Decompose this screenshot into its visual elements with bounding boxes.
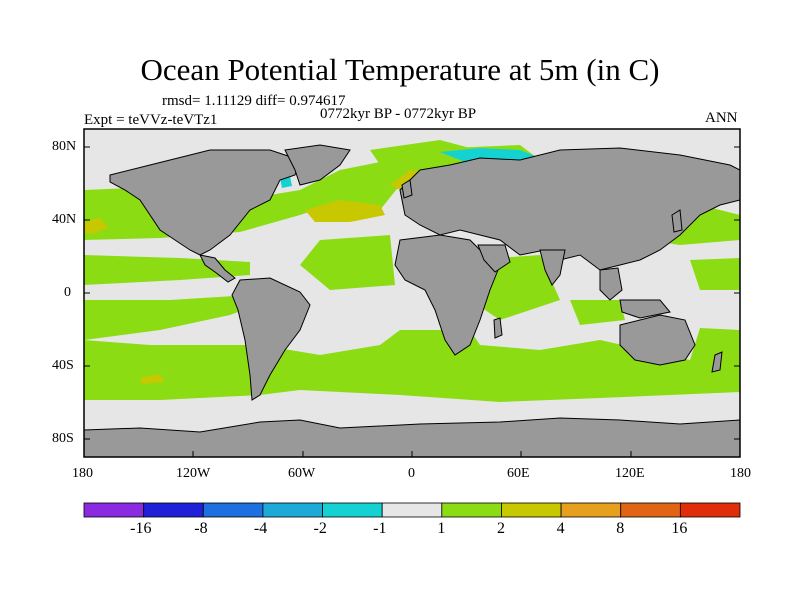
colorbar-label: -4 xyxy=(253,520,268,537)
season-label: ANN xyxy=(705,110,738,126)
stats-label: rmsd= 1.11129 diff= 0.974617 xyxy=(162,93,346,109)
plot-title: Ocean Potential Temperature at 5m (in C) xyxy=(140,52,660,87)
lon-label: 60W xyxy=(288,466,316,481)
lat-label: 40N xyxy=(52,212,77,227)
continents xyxy=(84,144,740,457)
lat-label: 40S xyxy=(52,358,74,373)
lat-label: 80N xyxy=(52,139,77,154)
colorbar-label: 2 xyxy=(496,520,505,537)
lat-label: 0 xyxy=(64,285,71,300)
lon-label: 120E xyxy=(615,466,645,481)
colorbar-label: -1 xyxy=(373,520,387,537)
colorbar-label: -8 xyxy=(194,520,208,537)
colorbar-label: -16 xyxy=(130,520,152,537)
colorbar-label: -2 xyxy=(313,520,327,537)
lon-label: 180 xyxy=(72,466,93,481)
colorbar-label: 8 xyxy=(616,520,625,537)
lat-label: 80S xyxy=(52,431,74,446)
colorbar-label: 4 xyxy=(556,520,565,537)
experiment-label: Expt = teVVz-teVTz1 xyxy=(84,112,218,128)
lon-label: 120W xyxy=(176,466,211,481)
lon-label: 60E xyxy=(507,466,530,481)
colorbar-label: 16 xyxy=(671,520,688,537)
lon-label: 180 xyxy=(730,466,751,481)
lon-label: 0 xyxy=(408,466,415,481)
axis-ticks xyxy=(83,146,740,457)
period-label: 0772kyr BP - 0772kyr BP xyxy=(320,106,477,122)
colorbar-label: 1 xyxy=(437,520,446,537)
